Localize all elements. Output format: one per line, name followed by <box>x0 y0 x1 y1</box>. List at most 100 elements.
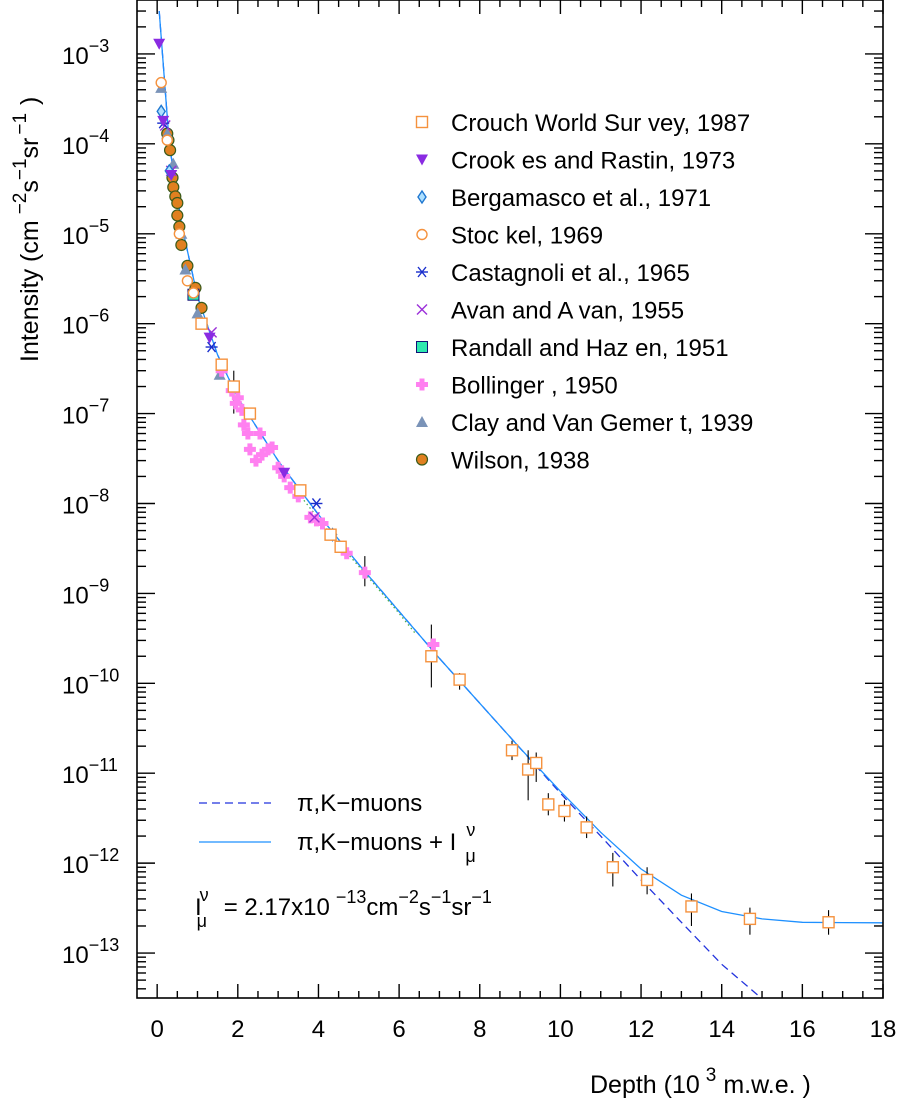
data-point <box>316 517 329 530</box>
data-point <box>157 115 170 127</box>
y-axis: 10−3 10−4 10−5 10−6 10−7 10−8 10−9 10−10 10−11 10… <box>62 10 883 990</box>
y-tick-label: 10−8 <box>62 485 109 519</box>
y-tick-label: 10−7 <box>62 396 109 430</box>
data-point <box>179 263 192 275</box>
data-point <box>153 38 166 50</box>
data-point <box>416 378 428 391</box>
data-point <box>227 380 240 393</box>
data-point <box>256 448 269 461</box>
x-tick-label: 4 <box>312 1016 325 1043</box>
data-point <box>175 238 188 252</box>
x-axis: 0 2 4 6 8 10 12 14 16 18 <box>150 0 896 1043</box>
legend-label: Castagnoli et al., 1965 <box>451 260 690 287</box>
x-tick-label: 8 <box>473 1016 486 1043</box>
data-point <box>580 821 593 834</box>
x-tick-label: 6 <box>392 1016 405 1043</box>
legend-label: Bollinger , 1950 <box>451 373 618 400</box>
data-point <box>334 540 347 553</box>
data-point <box>161 134 173 146</box>
data-point <box>416 304 428 315</box>
data-point <box>416 416 428 427</box>
data-point <box>156 104 167 119</box>
y-tick-label: 10−4 <box>62 126 109 160</box>
data-point <box>822 916 835 929</box>
data-point <box>249 454 262 467</box>
y-tick-label: 10−10 <box>62 665 119 699</box>
legend-label: Crook es and Rastin, 1973 <box>451 148 735 175</box>
data-point <box>505 744 519 757</box>
data-point <box>358 566 371 579</box>
data-point <box>278 467 291 479</box>
data-point <box>171 196 184 210</box>
y-tick-label: 10−3 <box>62 36 109 70</box>
data-point <box>155 76 167 89</box>
x-tick-label: 14 <box>708 1016 735 1043</box>
data-point <box>324 528 337 541</box>
plot-frame <box>136 0 884 999</box>
data-point <box>173 228 186 240</box>
data-point <box>243 443 256 456</box>
legend-label: Stoc kel, 1969 <box>451 223 603 250</box>
x-tick-label: 12 <box>628 1016 655 1043</box>
curve-legend-label: π,K−muons <box>297 790 422 817</box>
data-point <box>304 511 317 524</box>
data-point <box>266 441 279 454</box>
x-tick-label: 0 <box>150 1016 163 1043</box>
curve-dotted <box>297 492 416 634</box>
y-axis-label: Intensity (cm−2s−1sr−1) <box>10 97 44 362</box>
data-point <box>163 144 177 157</box>
x-tick-label: 2 <box>231 1016 244 1043</box>
data-point <box>542 798 555 811</box>
data-point <box>415 115 429 129</box>
data-point <box>195 317 208 330</box>
data-points <box>153 38 835 935</box>
x-tick-label: 18 <box>870 1016 897 1043</box>
data-point <box>181 275 194 287</box>
legend: Crouch World Sur vey, 1987 Crook es and R… <box>415 110 753 475</box>
x-axis-label: Depth (10 3 m.w.e. ) <box>590 1065 811 1099</box>
y-tick-label: 10−13 <box>62 935 119 969</box>
data-point <box>237 418 250 431</box>
y-tick-label: 10−11 <box>62 755 118 789</box>
data-point <box>640 873 654 887</box>
legend-label: Bergamasco et al., 1971 <box>451 185 711 212</box>
data-point <box>191 307 204 319</box>
data-point <box>417 189 427 205</box>
legend-label: Randall and Haz en, 1951 <box>451 335 729 362</box>
data-point <box>416 228 428 241</box>
y-tick-label: 10−9 <box>62 575 109 609</box>
x-tick-label: 10 <box>547 1016 574 1043</box>
legend-label: Clay and Van Gemer t, 1939 <box>451 410 753 437</box>
data-point <box>235 403 248 416</box>
data-point <box>294 484 307 497</box>
data-point <box>453 673 466 686</box>
data-point <box>272 461 285 474</box>
data-point <box>558 804 571 818</box>
data-point <box>415 453 429 466</box>
data-point <box>165 170 178 182</box>
data-point <box>530 756 543 770</box>
data-point <box>427 638 440 651</box>
data-point <box>425 650 438 663</box>
data-point <box>284 481 297 494</box>
data-point <box>187 287 200 299</box>
data-point <box>521 763 535 776</box>
data-point <box>310 498 323 509</box>
data-point <box>203 332 216 344</box>
data-point <box>416 154 428 166</box>
data-point <box>243 407 257 420</box>
annotation: Iν μ = 2.17x10 −13cm−2s−1sr−1 <box>195 885 492 931</box>
data-point <box>253 427 266 440</box>
data-point <box>205 341 218 353</box>
data-point <box>685 900 698 913</box>
data-point <box>308 511 320 523</box>
data-point <box>743 912 757 926</box>
data-point <box>171 209 184 222</box>
y-tick-label: 10−6 <box>62 306 109 340</box>
legend-label: Crouch World Sur vey, 1987 <box>451 110 750 137</box>
data-point <box>416 266 428 278</box>
data-point <box>416 341 428 353</box>
